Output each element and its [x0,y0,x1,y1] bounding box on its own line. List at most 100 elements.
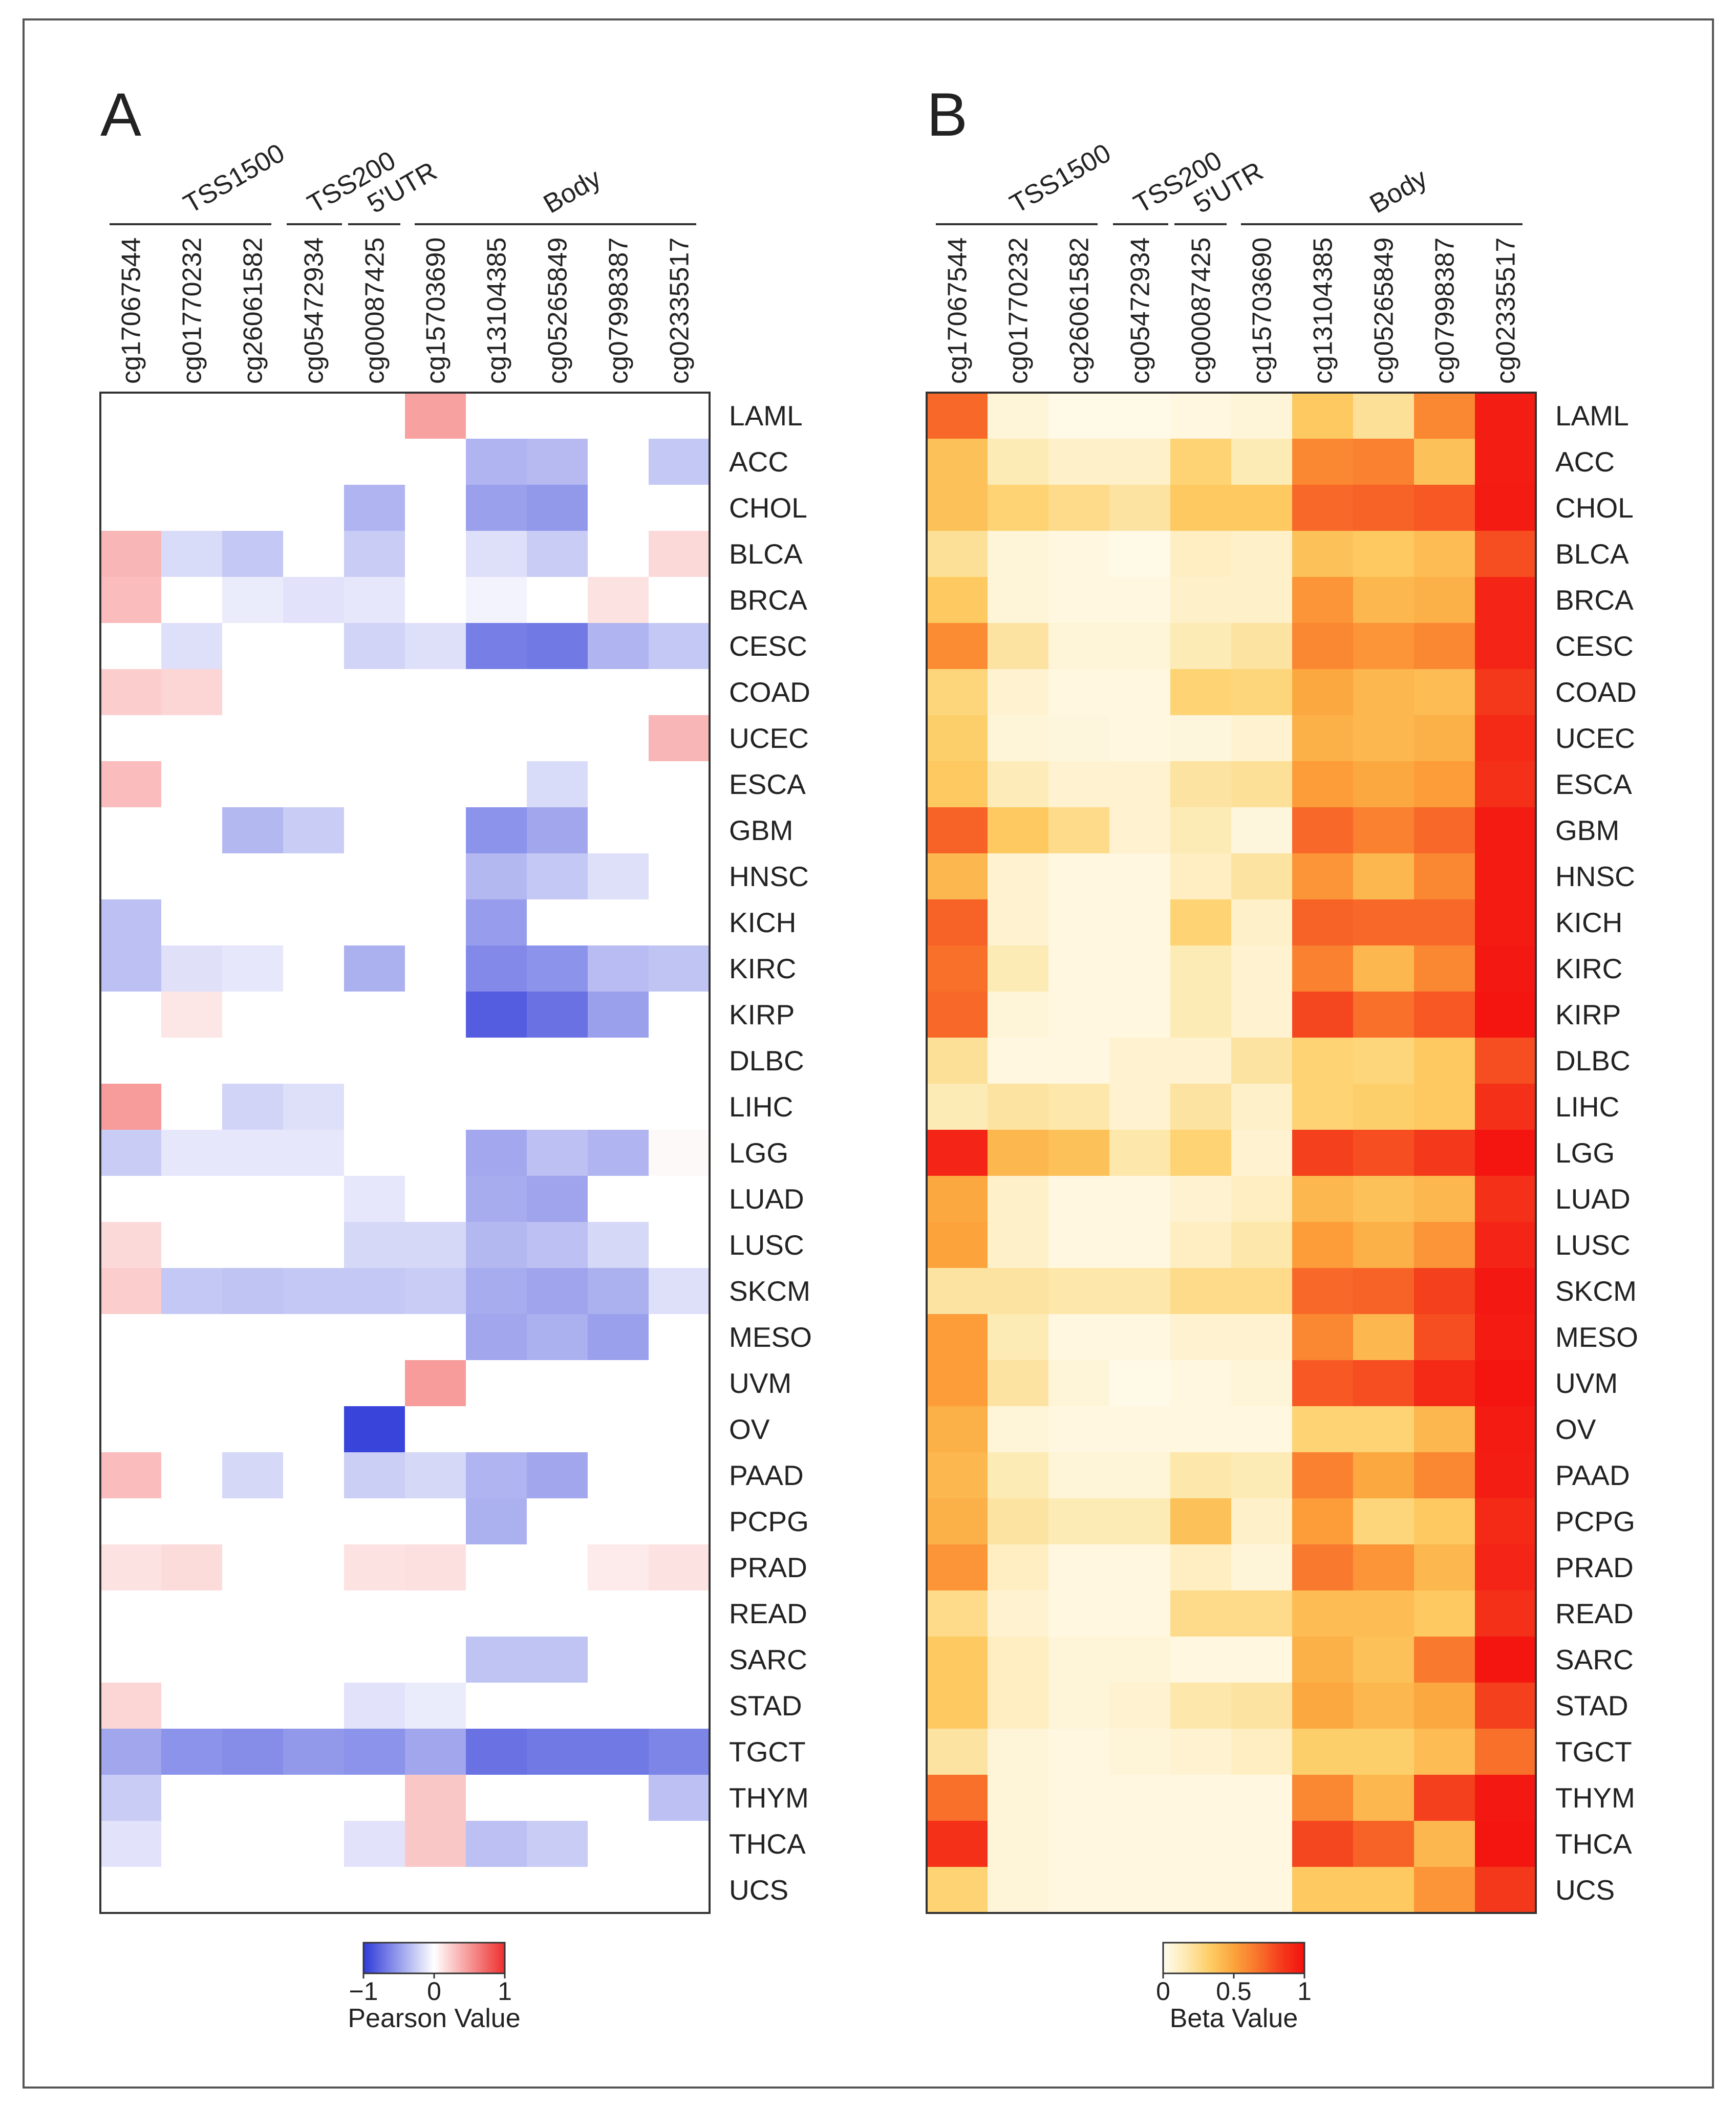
heatmap-cell [588,1821,649,1867]
heatmap-cell [161,1452,223,1499]
heatmap-cell [1414,1406,1475,1453]
heatmap-cell [1048,1729,1110,1775]
row-label: UCS [1555,1874,1615,1906]
column-label: cg07998387 [1430,238,1460,384]
heatmap-cell [283,1683,345,1729]
heatmap-cell [1109,1498,1171,1545]
heatmap-cell [588,1314,649,1361]
heatmap-cell [527,1867,588,1913]
row-label: ACC [729,446,788,478]
heatmap-cell [1231,1867,1293,1913]
row-label: UVM [729,1367,791,1399]
heatmap-cell [1353,1590,1414,1637]
heatmap-cell [222,945,284,992]
heatmap-cell [588,1084,649,1130]
heatmap-cell [588,992,649,1038]
heatmap-cell [466,1268,527,1315]
heatmap-cell [222,1176,284,1222]
heatmap-cell [100,1130,162,1176]
heatmap-cell [1170,1314,1232,1361]
heatmap-cell [1109,439,1171,485]
heatmap-cell [1414,945,1475,992]
heatmap-cell [649,992,710,1038]
heatmap-cell [466,1683,527,1729]
row-label: BLCA [729,538,803,570]
heatmap-cell [1048,1084,1110,1130]
heatmap-cell [1475,1729,1536,1775]
heatmap-cell [222,577,284,623]
row-label: LGG [729,1137,788,1169]
heatmap-cell [988,1314,1049,1361]
heatmap-cell [927,945,988,992]
heatmap-cell [588,1544,649,1591]
heatmap-cell [222,899,284,946]
heatmap-cell [100,899,162,946]
heatmap-cell [1475,531,1536,577]
heatmap-cell [527,945,588,992]
heatmap-cell [1048,1590,1110,1637]
heatmap-cell [1414,1360,1475,1407]
heatmap-cell [1170,1590,1232,1637]
heatmap-cell [344,439,405,485]
heatmap-cell [283,1867,345,1913]
heatmap-cell [649,1775,710,1821]
colorbar [362,1942,506,1974]
heatmap-cell [344,1590,405,1637]
heatmap-cell [344,992,405,1038]
heatmap-cell [405,531,466,577]
heatmap-cell [588,393,649,439]
heatmap-cell [1414,761,1475,808]
column-label: cg17067544 [943,238,973,384]
heatmap-cell [1414,1775,1475,1821]
heatmap-cell [1414,577,1475,623]
heatmap-cell [588,1590,649,1637]
heatmap-cell [222,485,284,531]
heatmap-cell [1353,1360,1414,1407]
heatmap-cell [1353,1729,1414,1775]
heatmap-cell [527,715,588,762]
heatmap-cell [1231,1452,1293,1499]
row-label: COAD [1555,676,1637,708]
heatmap-cell [1109,1222,1171,1268]
row-label: KICH [729,907,796,938]
heatmap-cell [1109,531,1171,577]
heatmap-cell [1048,669,1110,716]
heatmap-cell [1170,1498,1232,1545]
heatmap-cell [527,1038,588,1084]
row-label: TGCT [729,1736,806,1768]
heatmap-cell [100,393,162,439]
heatmap-cell [405,1222,466,1268]
column-label: cg13104385 [1309,238,1338,384]
heatmap-cell [283,945,345,992]
heatmap-cell [927,1729,988,1775]
heatmap-cell [1231,1775,1293,1821]
heatmap-cell [1414,485,1475,531]
heatmap-cell [1109,1729,1171,1775]
heatmap-cell [649,1222,710,1268]
heatmap-cell [1353,715,1414,762]
heatmap-cell [988,623,1049,670]
heatmap-cell [1292,761,1354,808]
heatmap-cell [222,1268,284,1315]
heatmap-cell [466,853,527,900]
heatmap-cell [1231,1729,1293,1775]
heatmap-cell [988,807,1049,854]
heatmap-cell [527,1637,588,1683]
heatmap-cell [588,899,649,946]
heatmap-cell [283,485,345,531]
heatmap-cell [1048,393,1110,439]
heatmap-cell [222,439,284,485]
heatmap-cell [1109,899,1171,946]
heatmap-cell [527,992,588,1038]
heatmap-cell [1475,439,1536,485]
heatmap-cell [1048,945,1110,992]
colorbar-tick-label: 0 [427,1977,441,2006]
heatmap-cell [466,577,527,623]
heatmap-cell [405,577,466,623]
heatmap-cell [466,1130,527,1176]
heatmap-cell [1170,1176,1232,1222]
heatmap-cell [466,623,527,670]
heatmap-cell [1475,761,1536,808]
heatmap-cell [1109,1314,1171,1361]
